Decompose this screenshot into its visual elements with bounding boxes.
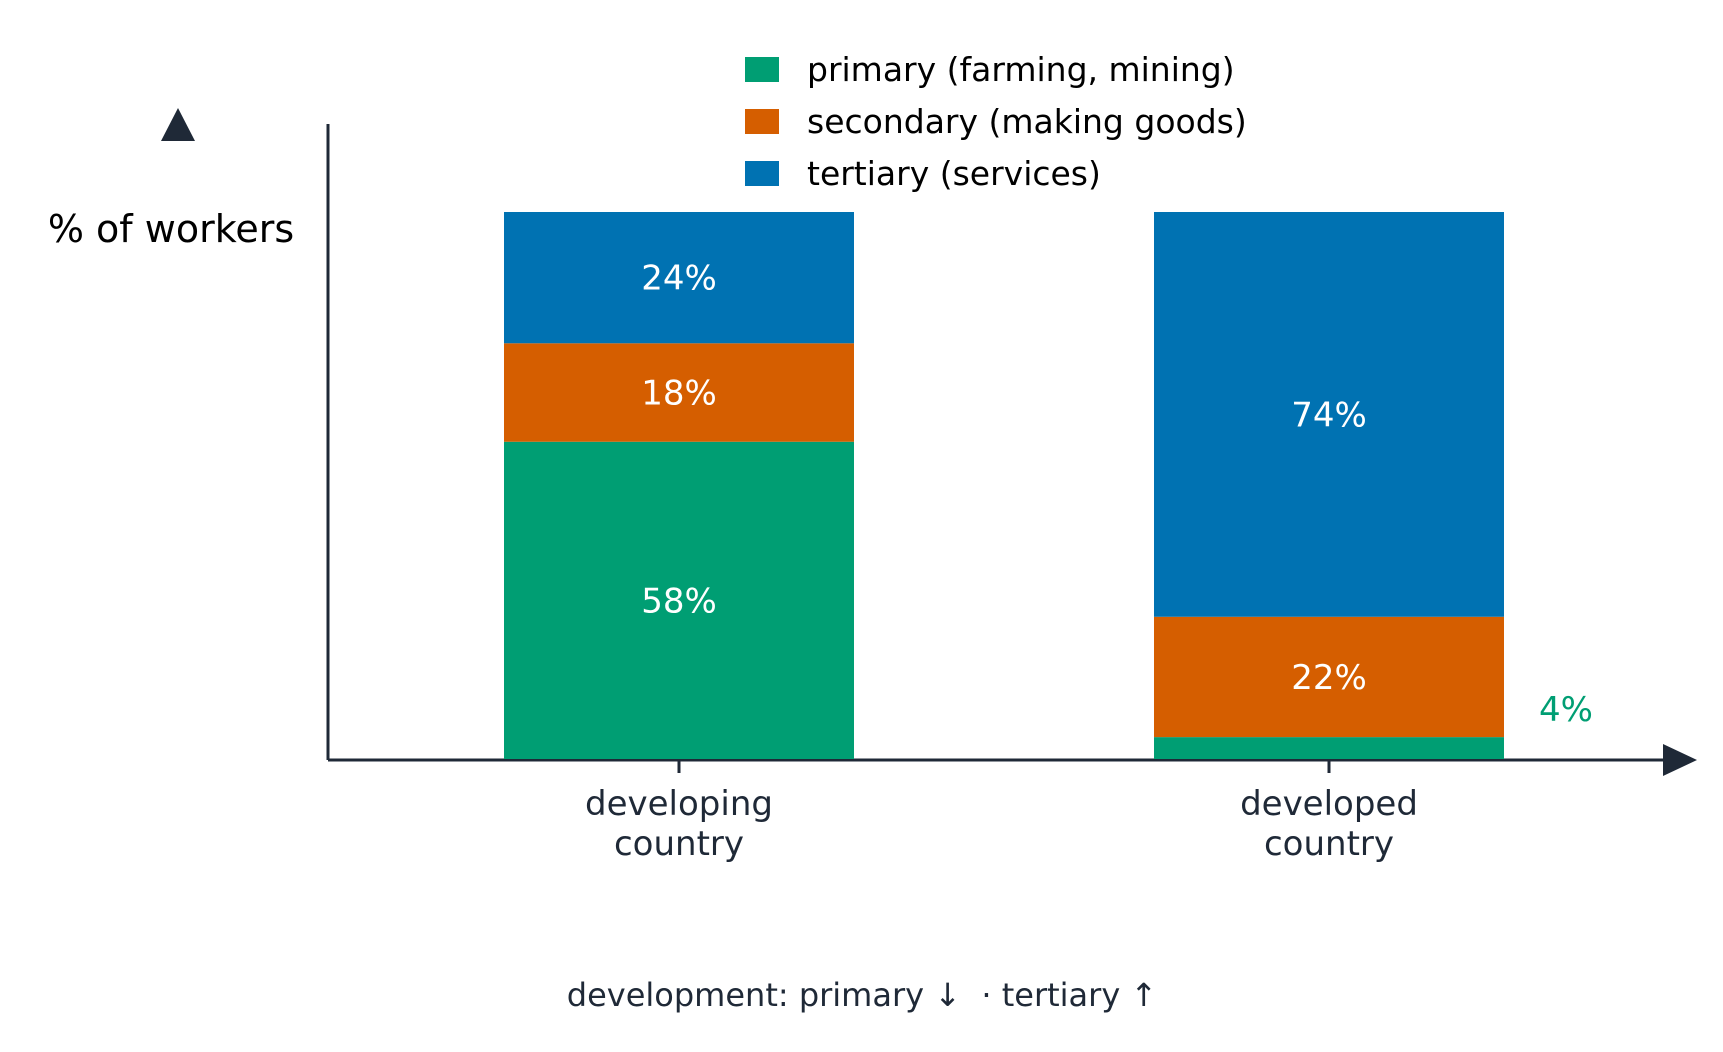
data-label-developing-primary: 58% bbox=[641, 581, 717, 621]
bar-developed-tertiary bbox=[1154, 212, 1504, 617]
development-annotation: development: primary ↓ · tertiary ↑ bbox=[567, 976, 1157, 1014]
legend-label-primary: primary (farming, mining) bbox=[807, 50, 1235, 89]
bar-developing-tertiary bbox=[504, 212, 854, 344]
legend-label-tertiary: tertiary (services) bbox=[807, 154, 1101, 193]
y-axis-arrow-icon bbox=[161, 108, 195, 141]
y-axis-label: % of workers bbox=[48, 207, 294, 251]
data-label-developing-tertiary: 24% bbox=[641, 259, 717, 299]
data-label-developing-secondary: 18% bbox=[641, 374, 717, 414]
x-tick-label-developed: developed country bbox=[1240, 784, 1418, 864]
legend-swatch-primary bbox=[745, 57, 779, 82]
x-tick-labels: developing country developed country bbox=[585, 759, 1418, 864]
bar-developed-primary bbox=[1154, 737, 1504, 759]
legend-label-secondary: secondary (making goods) bbox=[807, 102, 1247, 141]
x-tick-label-developing: developing country bbox=[585, 784, 773, 864]
x-axis-arrow-icon bbox=[1663, 744, 1697, 776]
bar-developed-secondary bbox=[1154, 616, 1504, 738]
legend-swatch-tertiary bbox=[745, 161, 779, 186]
data-label-developed-primary: 4% bbox=[1539, 690, 1593, 730]
data-label-developed-secondary: 22% bbox=[1291, 658, 1367, 698]
legend-swatch-secondary bbox=[745, 109, 779, 134]
bar-developing-secondary bbox=[504, 343, 854, 442]
data-label-developed-tertiary: 74% bbox=[1291, 395, 1367, 435]
bar-developing-primary bbox=[504, 441, 854, 759]
legend: primary (farming, mining) secondary (maki… bbox=[745, 50, 1247, 193]
bars: 58% 18% 24% 4% 22% 74% bbox=[504, 212, 1593, 759]
